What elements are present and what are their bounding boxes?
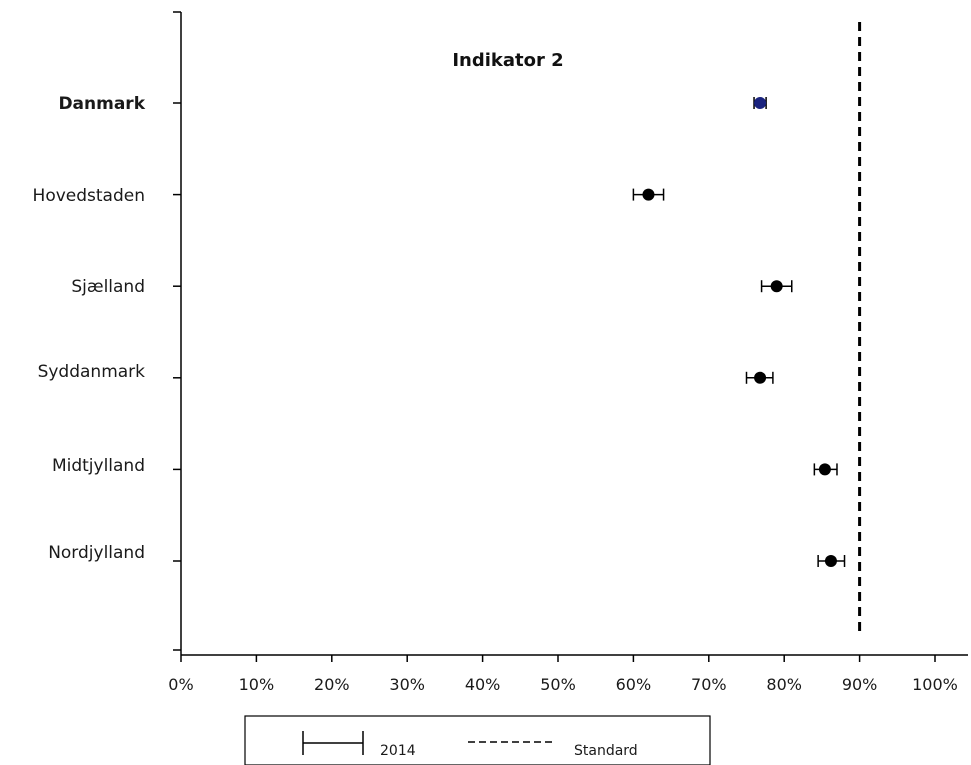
category-label: Hovedstaden xyxy=(33,186,145,206)
x-tick-label: 10% xyxy=(239,675,275,694)
category-labels: Danmark Hovedstaden Sjælland Syddanmark Midt… xyxy=(33,94,146,563)
data-point xyxy=(770,280,783,293)
legend-label-2014: 2014 xyxy=(380,743,416,759)
x-tick-label: 60% xyxy=(616,675,652,694)
legend-label-standard: Standard xyxy=(574,743,638,759)
legend-box xyxy=(244,715,711,765)
data-point xyxy=(754,371,767,384)
data-point xyxy=(754,97,767,109)
data-point xyxy=(818,463,831,476)
legend-errorbar-symbol xyxy=(302,731,364,755)
x-tick-label: 40% xyxy=(465,675,501,694)
category-label: Sjælland xyxy=(71,277,145,297)
x-tick-label: 80% xyxy=(766,675,802,694)
legend: 2014 Standard xyxy=(244,715,711,765)
data-point xyxy=(824,555,837,567)
x-tick-label: 90% xyxy=(842,675,878,694)
x-tick-label: 100% xyxy=(912,675,958,694)
x-tick-label: 70% xyxy=(691,675,727,694)
x-axis-ticks: 0% 10% 20% 30% 40% 50% 60% 70% 80% 90% 100% xyxy=(168,655,958,694)
data-points xyxy=(632,97,846,567)
x-tick-label: 30% xyxy=(389,675,425,694)
x-tick-label: 20% xyxy=(314,675,350,694)
y-axis-ticks xyxy=(173,11,181,651)
category-label: Syddanmark xyxy=(38,362,146,382)
category-label: Nordjylland xyxy=(48,543,145,563)
data-point xyxy=(642,188,655,201)
x-tick-label: 0% xyxy=(168,675,193,694)
chart-title: Indikator 2 xyxy=(452,50,563,71)
category-label: Midtjylland xyxy=(52,456,145,476)
x-tick-label: 50% xyxy=(540,675,576,694)
category-label: Danmark xyxy=(58,94,145,114)
